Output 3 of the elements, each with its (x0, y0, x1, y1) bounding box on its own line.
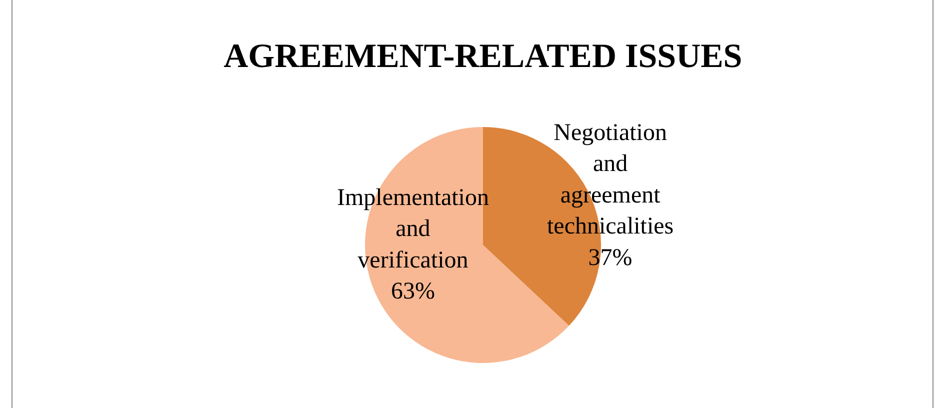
slice-label: Implementation and verification (337, 185, 489, 274)
chart-title: AGREEMENT-RELATED ISSUES (224, 38, 742, 75)
data-label: 63% (390, 278, 435, 305)
